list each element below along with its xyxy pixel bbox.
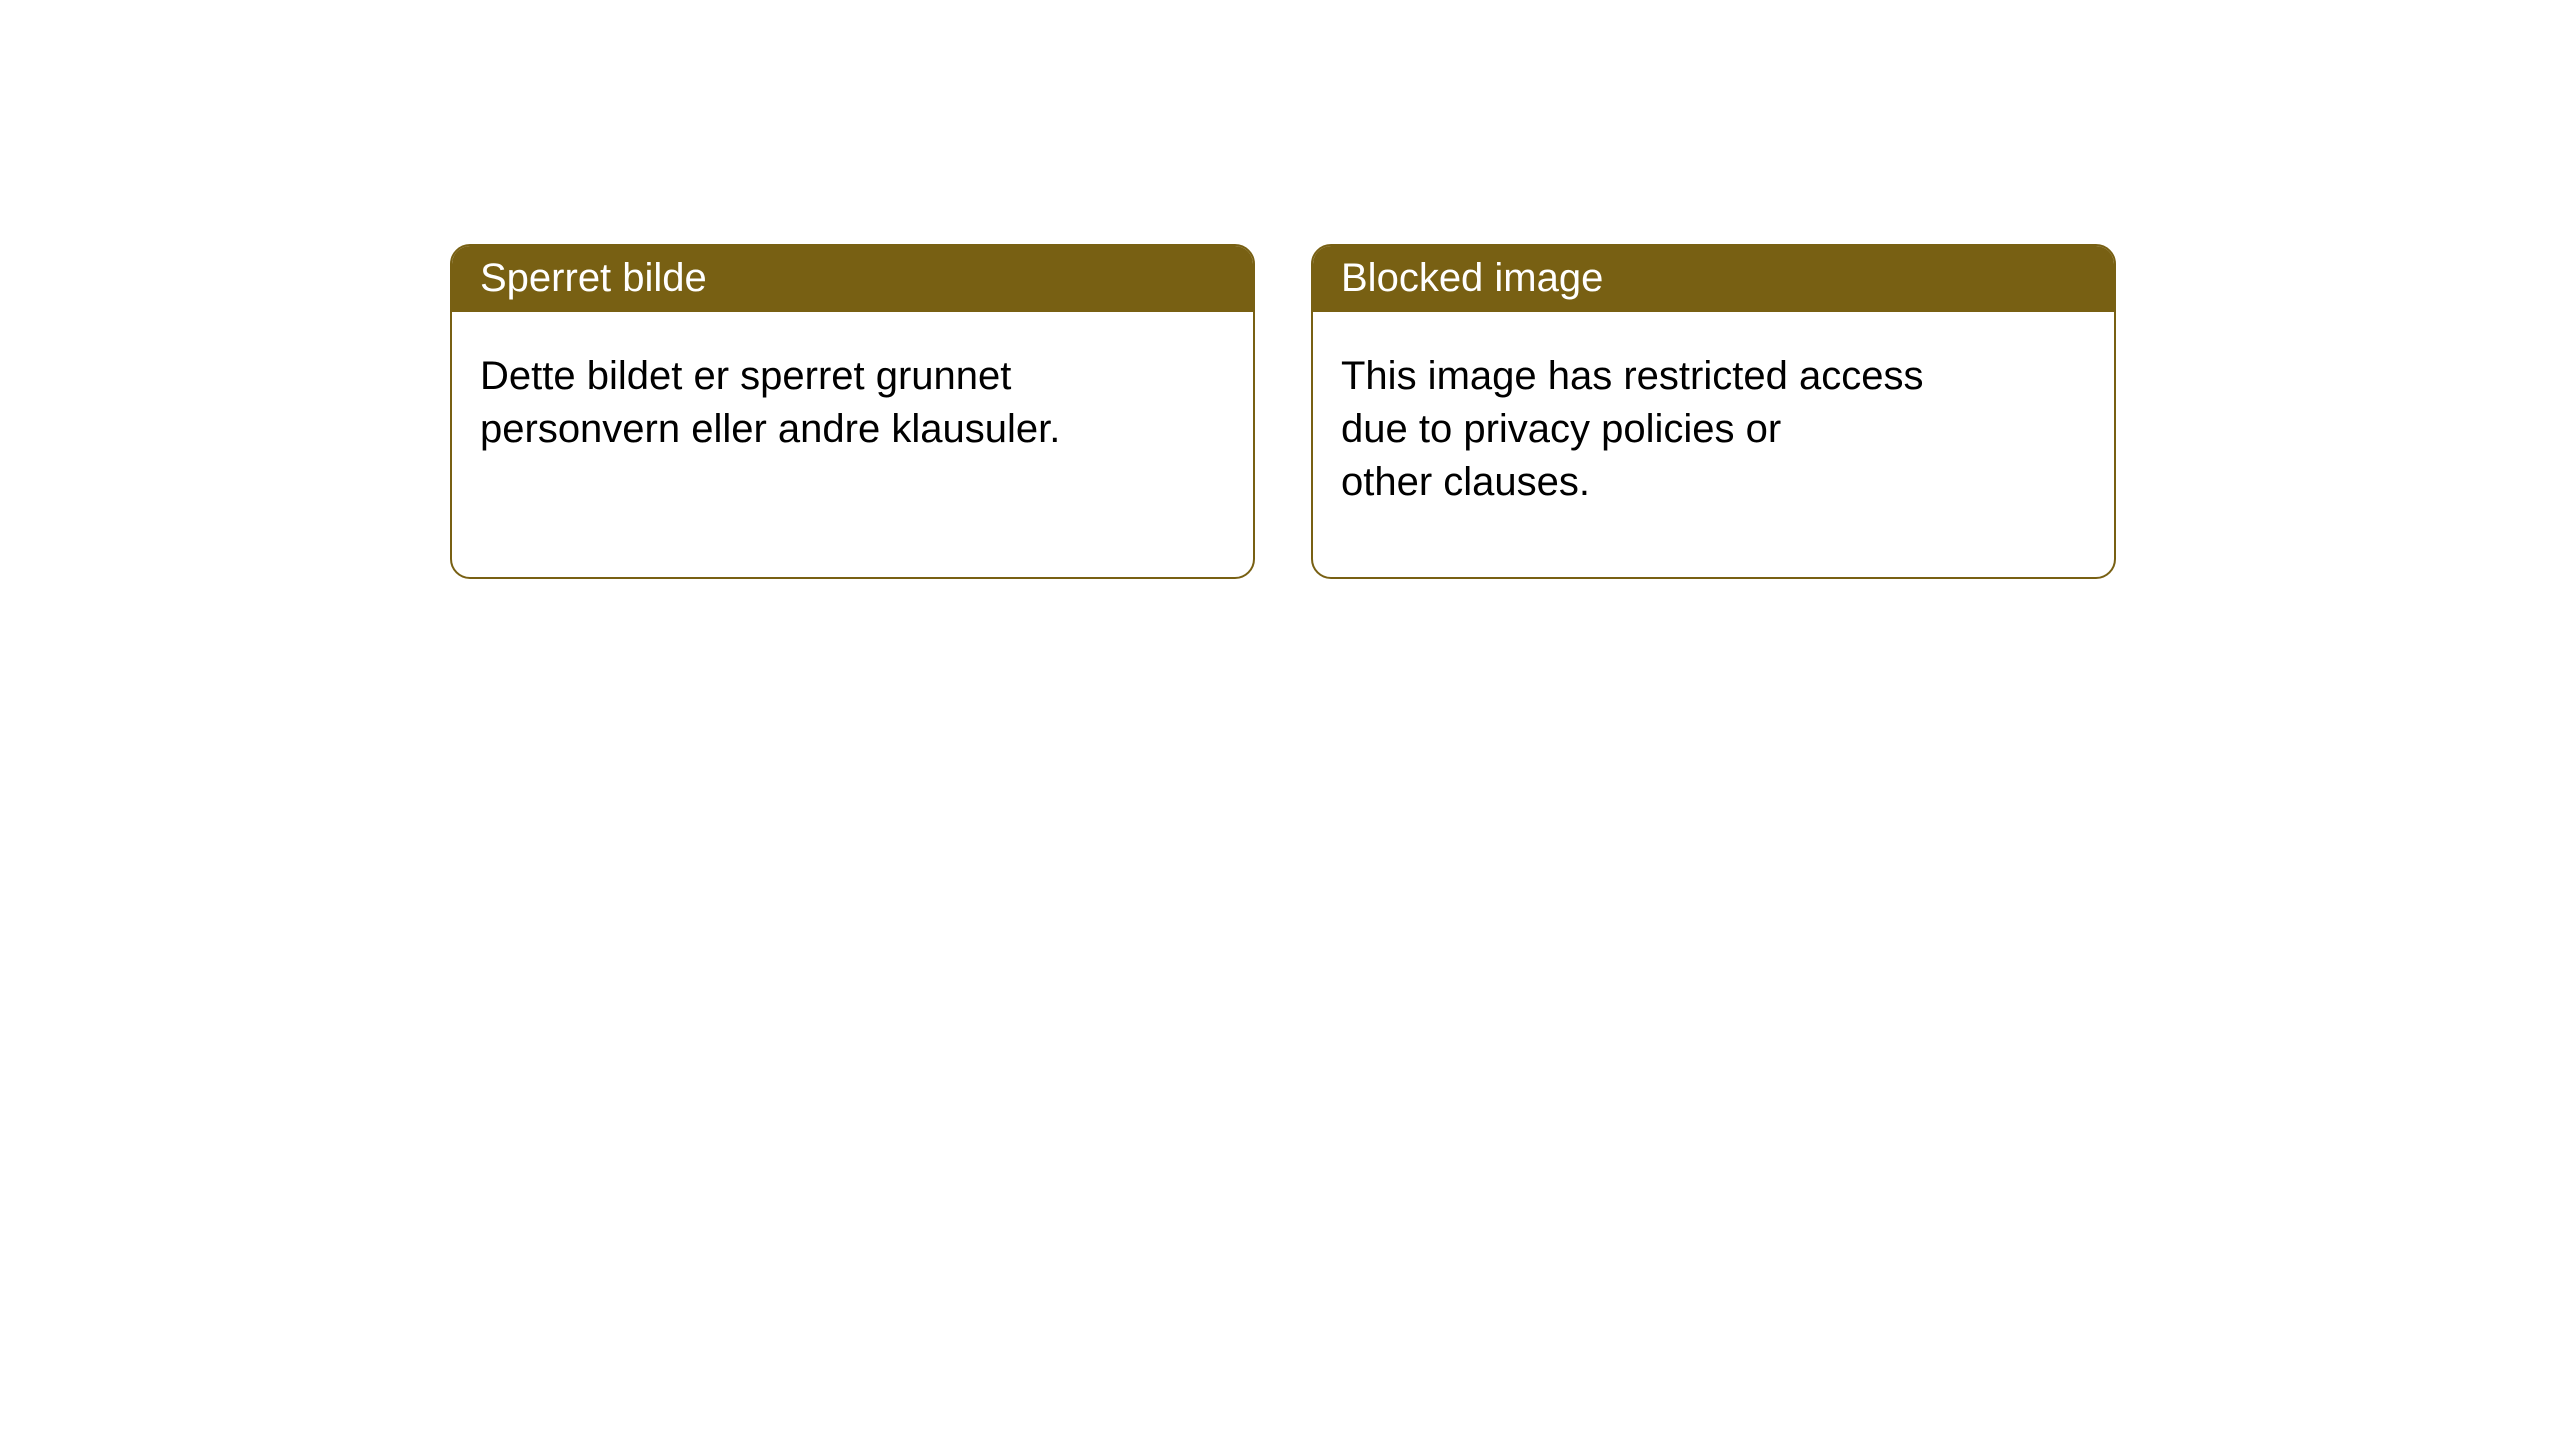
notice-body: Dette bildet er sperret grunnet personve… xyxy=(452,312,1152,494)
notice-container: Sperret bilde Dette bildet er sperret gr… xyxy=(0,0,2560,579)
notice-body: This image has restricted access due to … xyxy=(1313,312,2013,546)
notice-header: Sperret bilde xyxy=(452,246,1253,312)
notice-card-norwegian: Sperret bilde Dette bildet er sperret gr… xyxy=(450,244,1255,579)
notice-card-english: Blocked image This image has restricted … xyxy=(1311,244,2116,579)
notice-header: Blocked image xyxy=(1313,246,2114,312)
